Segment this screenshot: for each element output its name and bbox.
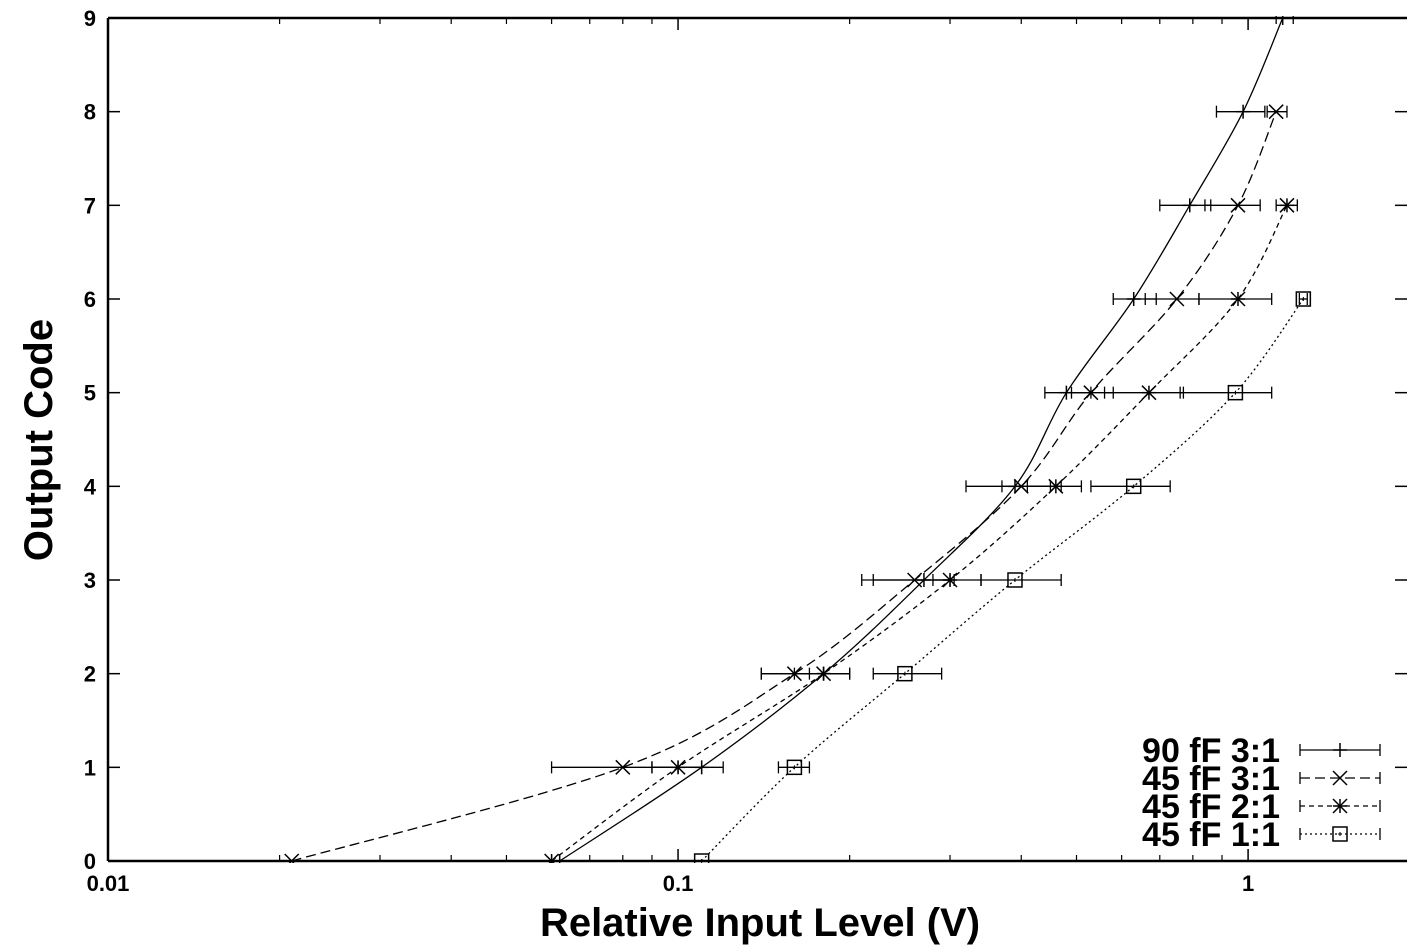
data-point [1048,478,1064,494]
legend-marker [1332,826,1348,842]
data-point [1013,478,1029,494]
y-tick-label: 2 [84,662,96,687]
data-point [1236,104,1251,119]
series-3 [693,291,1312,863]
y-tick-label: 8 [84,100,96,125]
data-point [1227,384,1244,401]
y-tick-label: 6 [84,287,96,312]
legend-entry: 90 fF 3:1 [1142,732,1381,770]
data-point [907,572,923,588]
data-point [1275,16,1290,25]
x-axis-title: Relative Input Level (V) [540,901,980,945]
legend-marker [1333,743,1347,757]
legend-entry: 45 fF 3:1 [1142,760,1381,798]
series-layer [284,16,1312,863]
data-point [1295,291,1312,307]
data-point [1230,291,1246,307]
series-line [291,111,1277,862]
legend-label: 90 fF 3:1 [1142,732,1280,770]
data-point [1141,385,1157,401]
data-point [693,853,710,863]
y-axis-title: Output Code [17,319,61,561]
data-point [942,572,958,588]
y-tick-label: 1 [84,755,96,780]
data-point [1007,572,1023,588]
data-point [284,853,300,863]
y-axis: 0 1 2 3 4 5 6 7 8 9 [84,6,1407,874]
x-tick-label: 0.1 [663,871,694,896]
data-point [615,759,631,775]
x-tick-label: 0.01 [87,871,130,896]
data-point [544,853,560,863]
y-tick-label: 4 [84,474,97,499]
data-point [816,666,832,682]
legend-entry: 45 fF 1:1 [1142,816,1381,854]
legend-label: 45 fF 1:1 [1142,816,1280,854]
x-axis: 0.01 0.1 1 [87,18,1254,896]
data-point [1230,197,1246,213]
y-tick-label: 0 [84,849,96,874]
x-tick-label: 1 [1242,871,1254,896]
data-point [897,665,913,682]
data-point [1279,197,1295,213]
data-point [1268,104,1284,120]
plot-frame [106,16,1407,863]
data-point [1125,478,1142,495]
data-point [786,759,803,776]
data-point [1182,198,1197,213]
data-point [670,759,686,775]
data-point [1083,385,1099,401]
legend-label: 45 fF 3:1 [1142,760,1280,798]
series-line [559,17,1284,862]
legend-label: 45 fF 2:1 [1142,788,1280,826]
y-tick-label: 5 [84,381,96,406]
legend-marker [1332,798,1348,814]
data-point [1126,292,1141,306]
y-tick-label: 3 [84,568,96,593]
y-tick-label: 9 [84,6,96,31]
data-point [1169,291,1185,307]
legend-entry: 45 fF 2:1 [1142,788,1381,826]
series-2 [544,197,1298,863]
y-tick-label: 7 [84,193,96,218]
legend-marker [1332,770,1348,786]
legend: 90 fF 3:145 fF 3:145 fF 2:145 fF 1:1 [1142,732,1381,854]
